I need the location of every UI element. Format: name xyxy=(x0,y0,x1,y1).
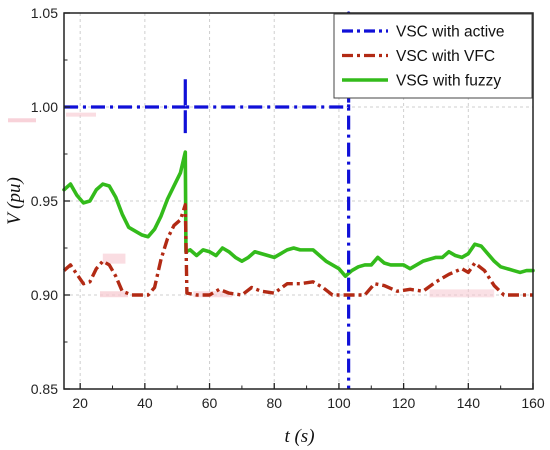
y-tick-label: 0.85 xyxy=(31,381,58,397)
legend-label: VSC with active xyxy=(396,24,505,41)
y-tick-label: 1.00 xyxy=(31,99,58,115)
axis-ticks: 20 40 60 80 100 120 140 160 0.85 0.90 0.95 1.00 1.05 xyxy=(31,5,545,411)
y-axis-label: V (pu) xyxy=(4,177,25,225)
x-tick-label: 140 xyxy=(457,395,481,411)
x-tick-label: 80 xyxy=(266,395,282,411)
highlight-band xyxy=(8,118,36,123)
highlight-band xyxy=(429,289,495,298)
y-tick-label: 1.05 xyxy=(31,5,58,21)
x-tick-label: 60 xyxy=(202,395,218,411)
x-tick-label: 40 xyxy=(137,395,153,411)
x-axis-label: t (s) xyxy=(284,426,314,447)
highlight-band xyxy=(66,112,96,117)
legend-label: VSC with VFC xyxy=(396,48,495,65)
x-tick-label: 160 xyxy=(521,395,545,411)
x-tick-label: 100 xyxy=(327,395,351,411)
highlight-band xyxy=(100,291,128,298)
x-tick-label: 120 xyxy=(392,395,416,411)
highlight-band xyxy=(102,253,126,264)
legend: VSC with active VSC with VFC VSG with fuzz… xyxy=(333,13,533,99)
legend-label: VSG with fuzzy xyxy=(396,73,501,90)
series-line-vsg-with-fuzzy xyxy=(62,150,535,279)
y-tick-label: 0.95 xyxy=(31,193,58,209)
highlight-bands xyxy=(8,112,495,298)
series-line-vsc-with-vfc xyxy=(62,203,533,297)
x-tick-label: 20 xyxy=(72,395,88,411)
y-tick-label: 0.90 xyxy=(31,287,58,303)
